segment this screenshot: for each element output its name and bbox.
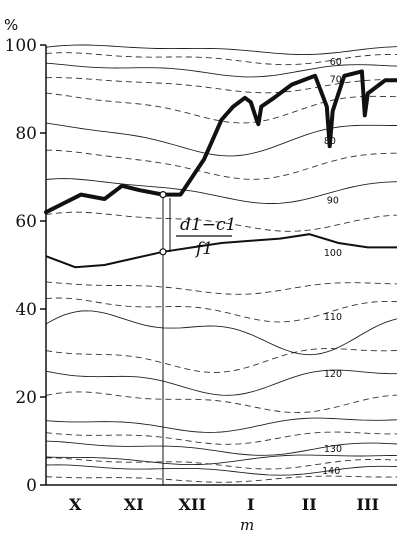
annotation-fraction-bottom: f1 — [194, 239, 213, 259]
curve-100-line — [45, 233, 397, 269]
contour-label: 60 — [330, 57, 342, 68]
y-tick-label: 100 — [5, 36, 37, 56]
annotation-fraction-top: d1−c1 — [180, 215, 236, 235]
month-label: II — [302, 495, 317, 514]
contour-dashed-line — [45, 431, 397, 445]
contour-solid-line — [45, 44, 397, 56]
contour-solid-line — [45, 310, 397, 356]
contour-solid-line — [45, 440, 397, 456]
y-tick-label: 0 — [26, 476, 37, 496]
solid-contour-lines — [45, 44, 397, 476]
contour-dashed-line — [46, 457, 397, 470]
month-labels: X XI XII I II III — [69, 495, 379, 514]
month-label: III — [357, 495, 379, 514]
contour-solid-line — [45, 369, 397, 396]
contour-solid-line — [45, 62, 397, 78]
contour-solid-line — [45, 417, 397, 433]
series-group — [44, 69, 397, 485]
contour-dashed-line — [45, 211, 397, 232]
y-axis-label: % — [4, 16, 18, 34]
contour-dashed-line — [45, 391, 397, 414]
contour-label: 140 — [322, 466, 340, 477]
contour-label: 90 — [327, 195, 339, 206]
contour-label: 110 — [324, 312, 342, 323]
contour-solid-line — [45, 122, 397, 157]
contour-dashed-line — [46, 149, 397, 180]
month-label: XI — [124, 495, 144, 514]
month-label: XII — [179, 495, 206, 514]
contour-label: 100 — [324, 248, 342, 259]
y-tick-group: 0 20 40 60 80 100 — [5, 36, 46, 496]
contour-solid-line — [45, 454, 397, 466]
contour-dashed-line — [45, 297, 397, 323]
main-curve-line — [44, 69, 397, 215]
contour-dashed-line — [45, 475, 397, 483]
contour-label: 70 — [330, 74, 342, 85]
month-label: X — [69, 495, 82, 514]
dashed-contour-lines — [45, 52, 397, 483]
marker-point-mid — [159, 248, 167, 256]
contour-dashed-line — [45, 52, 397, 66]
y-tick-label: 40 — [15, 300, 37, 320]
y-tick-label: 60 — [15, 212, 37, 232]
contour-solid-line — [45, 178, 397, 204]
x-axis-label: m — [240, 516, 254, 534]
marker-point-top — [159, 191, 167, 199]
contour-label: 120 — [324, 369, 342, 380]
month-label: I — [247, 495, 254, 514]
y-tick-label: 20 — [15, 388, 37, 408]
contour-dashed-line — [45, 281, 397, 295]
y-tick-label: 80 — [15, 124, 37, 144]
contour-dashed-line — [45, 348, 397, 373]
contour-solid-line — [45, 464, 397, 476]
contour-dashed-line — [45, 77, 397, 94]
contour-label: 130 — [324, 444, 342, 455]
